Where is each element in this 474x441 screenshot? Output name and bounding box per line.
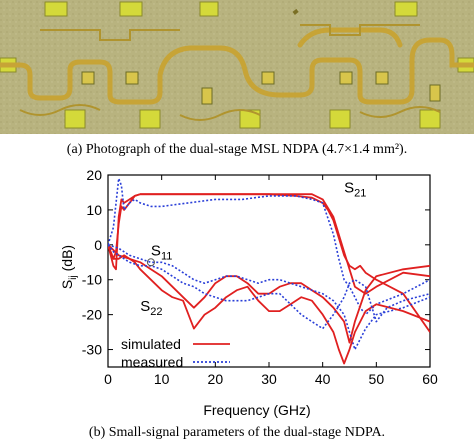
annotation-s21: S21 (344, 179, 366, 199)
series-measured-s22 (108, 244, 430, 330)
x-tick-label: 40 (315, 371, 331, 387)
series-lines (108, 177, 430, 365)
series-measured-s11 (108, 244, 430, 351)
x-tick-label: 20 (208, 371, 224, 387)
series-simulated-s21b (108, 193, 430, 295)
legend-label: simulated (121, 336, 181, 352)
x-tick-label: 0 (104, 371, 112, 387)
y-tick-label: 0 (94, 237, 102, 253)
x-tick-label: 60 (422, 371, 438, 387)
x-tick-label: 50 (369, 371, 385, 387)
figure-caption-b: (b) Small-signal parameters of the dual-… (88, 425, 386, 440)
annotation-s22: S22 (140, 298, 162, 318)
series-simulated-s22 (108, 244, 430, 365)
y-tick-label: 20 (86, 167, 102, 183)
x-axis-label: Frequency (GHz) (203, 402, 310, 418)
chip-photograph: ◆ (0, 0, 474, 134)
legend-label: measured (121, 354, 183, 370)
y-tick-label: -20 (82, 307, 102, 323)
s-parameter-chart: 0 10 20 30 40 50 60 20 10 0 -10 -20 -30 S21 S11 S22 si… (59, 167, 438, 418)
x-tick-label: 30 (261, 371, 277, 387)
y-tick-label: -10 (82, 272, 102, 288)
svg-text:◆: ◆ (292, 7, 299, 16)
axis-ticks: 0 10 20 30 40 50 60 20 10 0 -10 -20 -30 (82, 167, 438, 387)
s11-marker (146, 258, 155, 267)
y-axis-label: Sij (dB) (59, 245, 79, 289)
y-tick-label: 10 (86, 202, 102, 218)
annotation-s11: S11 (151, 242, 172, 262)
x-tick-label: 10 (154, 371, 170, 387)
legend: simulated measured (121, 336, 230, 370)
annotations: S21 S11 S22 (140, 179, 366, 318)
y-tick-label: -30 (82, 342, 102, 358)
figure-caption-a: (a) Photograph of the dual-stage MSL NDP… (66, 142, 408, 157)
